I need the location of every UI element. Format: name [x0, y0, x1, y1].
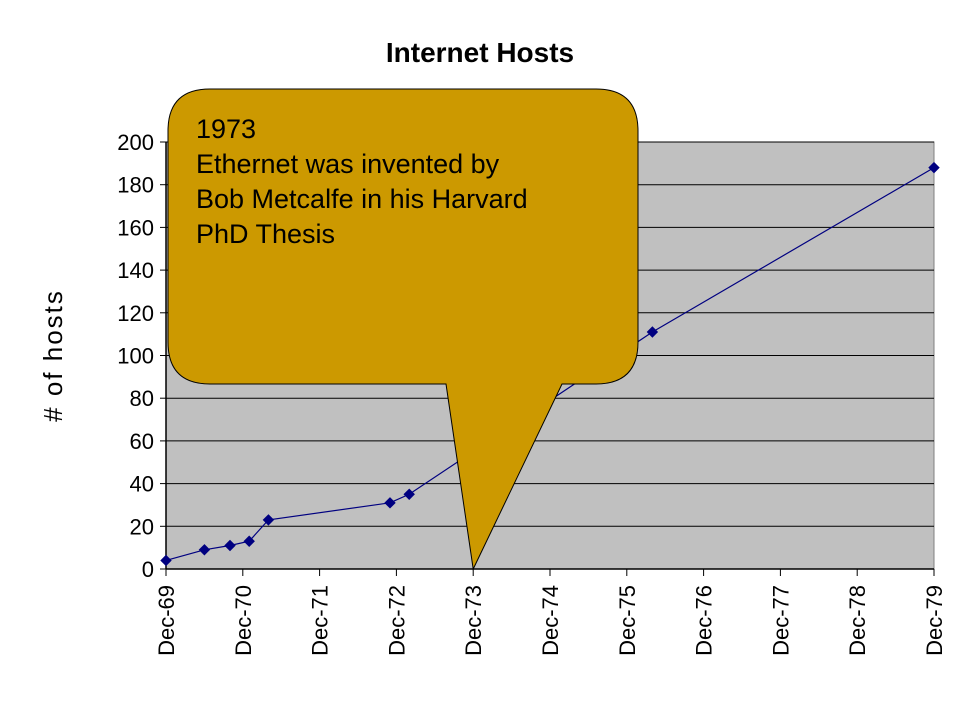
x-tick-label: Dec-72: [384, 585, 409, 656]
series: [160, 161, 940, 567]
y-tick-label: 80: [130, 386, 154, 411]
y-tick-label: 20: [130, 514, 154, 539]
x-tick-label: Dec-75: [615, 585, 640, 656]
data-point: [384, 497, 396, 509]
x-tick-label: Dec-69: [154, 585, 179, 656]
x-tick-label: Dec-77: [768, 585, 793, 656]
annotation-callout: 1973 Ethernet was invented by Bob Metcalfe…: [167, 88, 639, 571]
data-point: [262, 514, 275, 526]
y-axis-label: # of hosts: [38, 289, 68, 422]
data-point: [403, 488, 415, 500]
data-point: [646, 326, 659, 338]
y-tick-label: 40: [130, 472, 154, 497]
x-tick-label: Dec-73: [461, 585, 486, 656]
callout-text-line: PhD Thesis: [196, 219, 335, 249]
x-tick-label: Dec-76: [692, 585, 717, 656]
x-tick-label: Dec-79: [922, 585, 947, 656]
x-tick-label: Dec-71: [308, 585, 333, 656]
chart-title: Internet Hosts: [386, 37, 574, 68]
x-tick-label: Dec-78: [845, 585, 870, 656]
y-tick-label: 60: [130, 429, 154, 454]
data-point: [928, 161, 940, 174]
y-tick-label: 160: [117, 215, 154, 240]
callout-shape: [167, 88, 639, 571]
y-tick-labels: 0 20 40 60 80 100 120 140 160 180 200: [117, 130, 154, 582]
y-tick-label: 100: [117, 344, 154, 369]
data-point: [224, 539, 236, 552]
x-tick-label: Dec-74: [538, 585, 563, 656]
callout-text-line: Bob Metcalfe in his Harvard: [196, 184, 528, 214]
callout-text-line: Ethernet was invented by: [196, 149, 500, 179]
y-tick-label: 180: [117, 173, 154, 198]
data-point: [198, 544, 211, 556]
x-tick-labels: Dec-69 Dec-70 Dec-71 Dec-72 Dec-73 Dec-74 Dec-…: [154, 585, 947, 656]
data-point: [243, 535, 255, 547]
y-tick-label: 200: [117, 130, 154, 155]
callout-text-line: 1973: [196, 114, 256, 144]
y-tick-label: 0: [142, 557, 154, 582]
y-tick-label: 140: [117, 258, 154, 283]
y-tick-label: 120: [117, 301, 154, 326]
data-point: [160, 554, 172, 567]
axes: [160, 141, 935, 576]
x-tick-label: Dec-70: [231, 585, 256, 656]
